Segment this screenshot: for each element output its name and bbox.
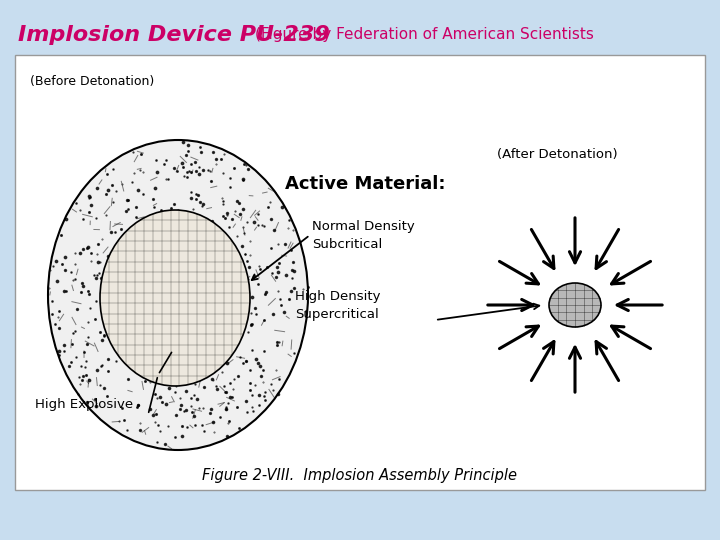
Text: (Figure by Federation of American Scientists: (Figure by Federation of American Scient… [255,28,594,43]
Text: High Explosive: High Explosive [35,398,133,411]
Text: Normal Density
Subcritical: Normal Density Subcritical [312,220,415,251]
Ellipse shape [48,140,308,450]
FancyBboxPatch shape [15,55,705,490]
Ellipse shape [549,283,601,327]
Text: High Density
Supercritical: High Density Supercritical [295,290,380,321]
Text: Implosion Device PU-239: Implosion Device PU-239 [18,25,330,45]
Text: Figure 2-VIII.  Implosion Assembly Principle: Figure 2-VIII. Implosion Assembly Princi… [202,468,518,483]
Text: (After Detonation): (After Detonation) [497,148,618,161]
Text: (Before Detonation): (Before Detonation) [30,75,154,88]
Ellipse shape [100,210,250,386]
Text: Active Material:: Active Material: [285,175,446,193]
